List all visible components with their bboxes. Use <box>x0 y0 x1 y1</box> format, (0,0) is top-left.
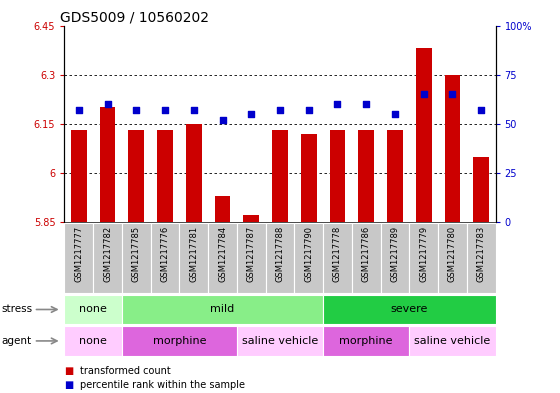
Text: mild: mild <box>211 305 235 314</box>
Text: GDS5009 / 10560202: GDS5009 / 10560202 <box>60 10 209 24</box>
Point <box>218 117 227 123</box>
Point <box>362 101 371 107</box>
Text: GSM1217783: GSM1217783 <box>477 226 486 282</box>
Text: ■: ■ <box>64 366 74 376</box>
Bar <box>157 130 173 222</box>
Text: stress: stress <box>1 305 32 314</box>
Bar <box>208 223 237 293</box>
Text: GSM1217776: GSM1217776 <box>161 226 170 282</box>
Point <box>189 107 198 113</box>
Bar <box>352 223 381 293</box>
Bar <box>265 223 295 293</box>
Bar <box>473 156 489 222</box>
Bar <box>71 130 87 222</box>
Bar <box>295 223 323 293</box>
Bar <box>237 326 323 356</box>
Bar <box>179 223 208 293</box>
Point <box>74 107 83 113</box>
Bar <box>100 107 115 222</box>
Bar <box>64 326 122 356</box>
Text: GSM1217777: GSM1217777 <box>74 226 83 282</box>
Point <box>103 101 112 107</box>
Text: none: none <box>79 305 107 314</box>
Bar <box>122 223 151 293</box>
Point <box>448 91 457 97</box>
Text: saline vehicle: saline vehicle <box>242 336 318 346</box>
Bar <box>438 223 467 293</box>
Bar <box>244 215 259 222</box>
Bar <box>381 223 409 293</box>
Text: GSM1217778: GSM1217778 <box>333 226 342 282</box>
Bar <box>467 223 496 293</box>
Text: none: none <box>79 336 107 346</box>
Text: saline vehicle: saline vehicle <box>414 336 491 346</box>
Bar <box>122 295 323 324</box>
Text: GSM1217784: GSM1217784 <box>218 226 227 282</box>
Text: morphine: morphine <box>339 336 393 346</box>
Point <box>247 111 256 117</box>
Bar <box>301 134 316 222</box>
Bar <box>237 223 265 293</box>
Text: morphine: morphine <box>153 336 206 346</box>
Text: agent: agent <box>1 336 31 346</box>
Bar <box>323 223 352 293</box>
Text: GSM1217787: GSM1217787 <box>247 226 256 282</box>
Bar <box>387 130 403 222</box>
Point <box>304 107 313 113</box>
Bar <box>272 130 288 222</box>
Bar <box>64 223 93 293</box>
Bar <box>409 223 438 293</box>
Point <box>390 111 399 117</box>
Bar <box>358 130 374 222</box>
Text: severe: severe <box>391 305 428 314</box>
Bar <box>445 75 460 222</box>
Bar <box>416 48 432 222</box>
Text: GSM1217781: GSM1217781 <box>189 226 198 282</box>
Bar <box>122 326 237 356</box>
Text: percentile rank within the sample: percentile rank within the sample <box>80 380 245 390</box>
Bar <box>323 295 496 324</box>
Text: GSM1217782: GSM1217782 <box>103 226 112 282</box>
Text: GSM1217790: GSM1217790 <box>304 226 313 282</box>
Point <box>333 101 342 107</box>
Text: GSM1217779: GSM1217779 <box>419 226 428 282</box>
Text: GSM1217789: GSM1217789 <box>390 226 399 282</box>
Text: GSM1217785: GSM1217785 <box>132 226 141 282</box>
Bar <box>151 223 179 293</box>
Bar <box>214 196 230 222</box>
Text: ■: ■ <box>64 380 74 390</box>
Bar <box>186 124 202 222</box>
Bar <box>64 295 122 324</box>
Bar <box>93 223 122 293</box>
Bar <box>409 326 496 356</box>
Bar <box>128 130 144 222</box>
Point <box>132 107 141 113</box>
Text: GSM1217780: GSM1217780 <box>448 226 457 282</box>
Bar <box>323 326 409 356</box>
Bar <box>330 130 346 222</box>
Text: GSM1217788: GSM1217788 <box>276 226 284 282</box>
Text: GSM1217786: GSM1217786 <box>362 226 371 282</box>
Point <box>477 107 486 113</box>
Point <box>419 91 428 97</box>
Point <box>276 107 284 113</box>
Text: transformed count: transformed count <box>80 366 171 376</box>
Point <box>161 107 170 113</box>
